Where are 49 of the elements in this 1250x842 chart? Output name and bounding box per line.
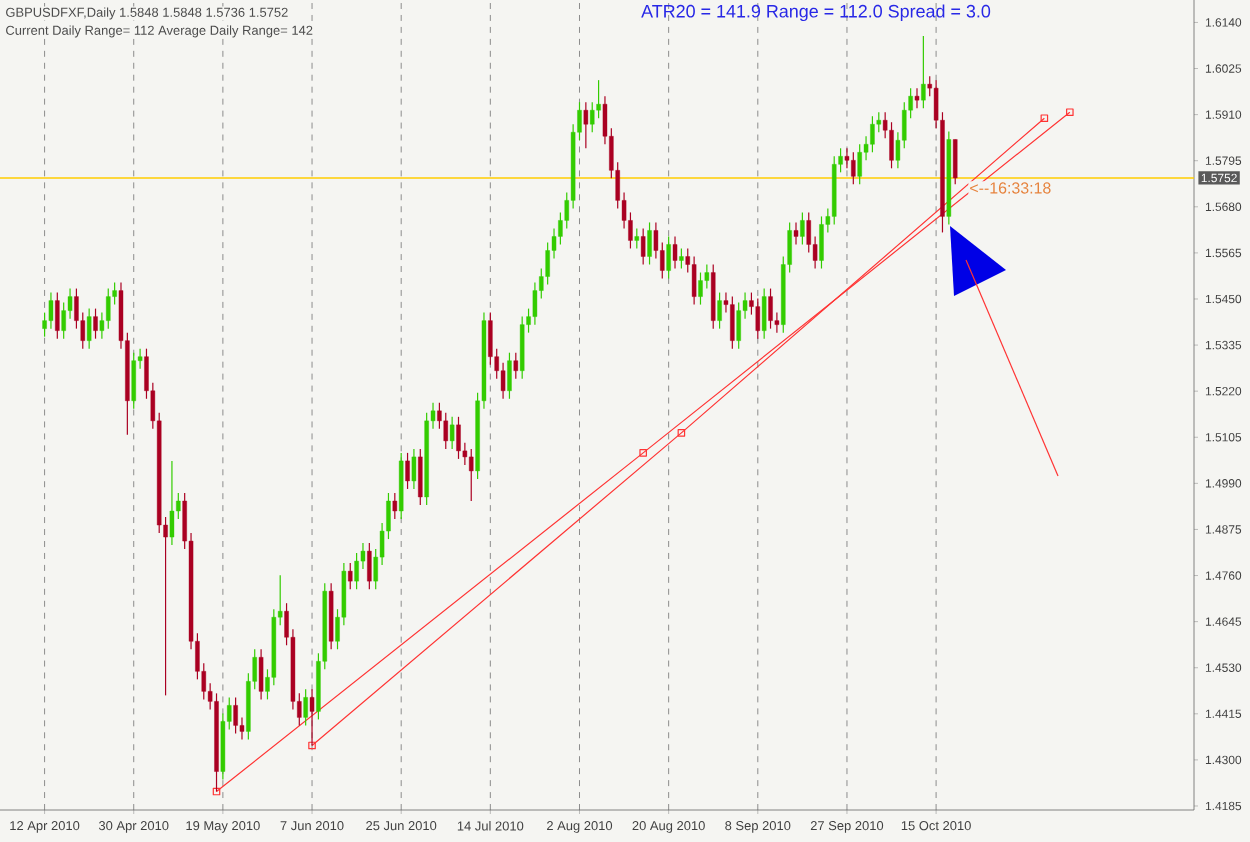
candlestick <box>914 87 920 109</box>
candlestick <box>131 352 136 410</box>
annotation: ATR20 = 141.9 Range = 112.0 Spread = 3.0 <box>641 4 991 22</box>
candlestick <box>679 247 684 270</box>
candlestick <box>507 352 512 400</box>
candlestick <box>736 301 741 350</box>
candlestick <box>672 235 678 270</box>
candlestick <box>86 308 92 350</box>
point <box>639 449 647 457</box>
candlestick <box>258 648 264 700</box>
candlestick <box>857 143 862 185</box>
candlestick <box>367 542 372 590</box>
candlestick <box>303 688 308 727</box>
candlestick <box>55 291 60 340</box>
candlestick <box>411 448 417 490</box>
candlestick <box>418 448 423 506</box>
candlestick <box>513 352 519 380</box>
candlestick <box>634 227 640 250</box>
candlestick <box>405 452 410 490</box>
candlestick <box>647 221 652 266</box>
candlestick <box>469 448 474 502</box>
candlestick <box>793 221 799 246</box>
candlestick <box>456 416 461 460</box>
candlestick <box>800 211 805 246</box>
candlestick <box>640 227 646 266</box>
candlestick <box>761 287 767 340</box>
candlestick <box>309 688 315 747</box>
point <box>677 429 686 437</box>
candlestick <box>691 255 697 306</box>
candlestick <box>583 101 589 149</box>
candlestick <box>233 696 238 735</box>
candlestick <box>870 115 875 153</box>
candlestick <box>449 416 455 450</box>
candlestick <box>519 316 525 380</box>
candlestick <box>768 287 773 330</box>
candlestick <box>851 151 856 185</box>
candlestick <box>392 492 398 520</box>
candlestick <box>952 138 958 185</box>
candlestick <box>93 308 98 340</box>
candlestick <box>819 215 824 270</box>
candlestick <box>698 271 703 306</box>
candlestick <box>348 562 353 590</box>
candlestick <box>169 460 175 546</box>
candlestick <box>730 295 735 350</box>
candlestick <box>921 35 926 109</box>
candlestick <box>666 235 671 280</box>
candlestick <box>717 291 722 330</box>
candlestick <box>755 297 761 340</box>
candlestick <box>48 291 54 330</box>
